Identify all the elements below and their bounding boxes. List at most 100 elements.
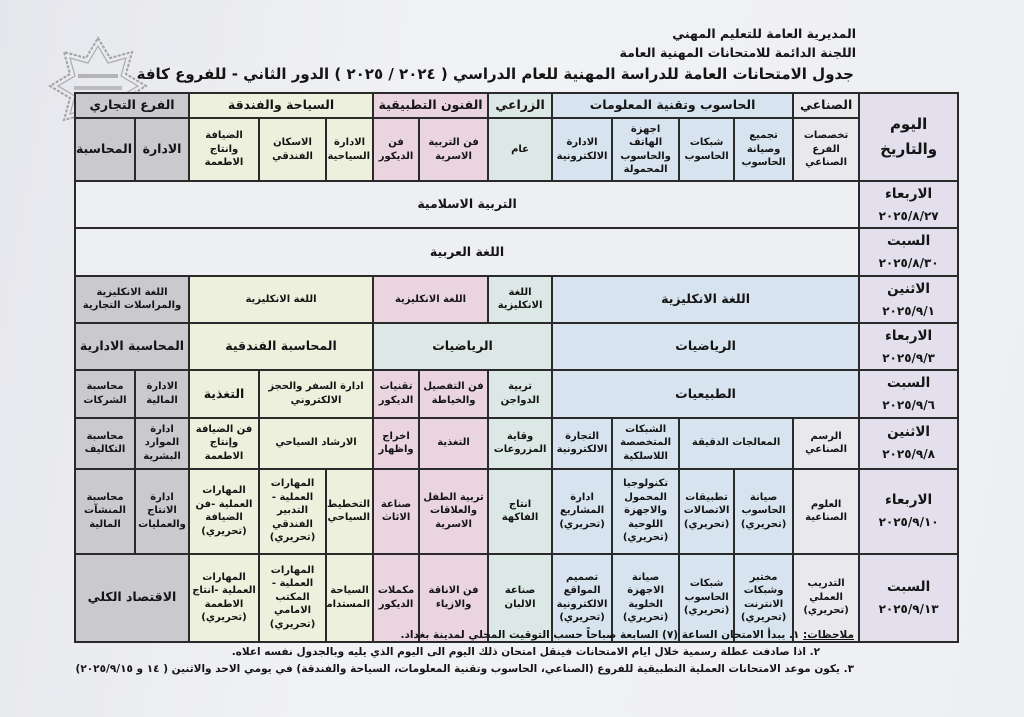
- exam-subject-cell: المهارات العملية -فن الضيافة (تحريري): [188, 467, 261, 555]
- exam-subject-cell: الارشاد السياحي: [258, 416, 375, 470]
- exam-subject-cell: المهارات العملية -انتاج الاطعمة (تحريري): [188, 552, 261, 643]
- exam-date: ٢٠٢٥/٩/٦: [882, 398, 935, 413]
- day-name: الاربعاء: [885, 327, 933, 344]
- exam-subject-cell: تربية الدواجن: [487, 369, 554, 419]
- exam-subject-cell: انتاج الفاكهة: [487, 467, 554, 555]
- exam-subject-cell: المهارات العملية - المكتب الامامي (تحرير…: [258, 552, 328, 643]
- exam-subject-cell: تطبيقات الاتصالات (تحريري): [678, 467, 736, 555]
- schedule-row: الاربعاء ٢٠٢٥/٨/٢٧ التربية الاسلامية: [73, 179, 960, 230]
- exam-subject-cell: فن التفصيل والخياطة: [418, 369, 490, 419]
- specialty-header: الادارة السياحية: [325, 117, 375, 182]
- date-cell: السبت ٢٠٢٥/٩/١٣: [858, 552, 960, 643]
- exam-subject-cell: اخراج واظهار: [372, 416, 421, 470]
- date-cell: السبت ٢٠٢٥/٨/٣٠: [858, 227, 960, 277]
- exam-subject-cell: تكنولوجيا المحمول والاجهزة اللوحية (تحري…: [611, 467, 681, 555]
- branch-header-row: اليوم والتاريخ الصناعي الحاسوب وتقنية المع…: [73, 92, 960, 182]
- exam-subject-cell: التغذية: [418, 416, 490, 470]
- exam-subject-cell: اللغة الانكليزية: [188, 274, 375, 324]
- exam-subject-cell: وقاية المزروعات: [487, 416, 554, 470]
- date-cell: السبت ٢٠٢٥/٩/٦: [858, 369, 960, 419]
- date-cell: الاثنين ٢٠٢٥/٩/١: [858, 274, 960, 324]
- schedule-row: السبت ٢٠٢٥/٩/١٣ التدريب العملي (تحريري) مخت…: [73, 552, 960, 643]
- specialty-header: الادارة: [134, 117, 191, 182]
- specialty-header: عام: [487, 117, 554, 182]
- day-name: السبت: [886, 578, 931, 595]
- exam-date: ٢٠٢٥/٨/٢٧: [878, 208, 939, 223]
- notes-section: ملاحظات: ١. يبدأ الامتحان الساعة (٧) الس…: [76, 627, 854, 678]
- schedule-row: الاثنين ٢٠٢٥/٩/٨ الرسم الصناعي المعالجات ال…: [73, 416, 960, 470]
- exam-subject-cell: مكملات الديكور: [372, 552, 421, 643]
- note-item: ١. يبدأ الامتحان الساعة (٧) السابعة صباح…: [400, 629, 800, 641]
- specialty-header: المحاسبة: [73, 117, 137, 182]
- exam-subject-cell: المهارات العملية - التدبير الفندقي (تحري…: [258, 467, 328, 555]
- exam-subject-cell: صيانة الاجهزة الخلوية (تحريري): [611, 552, 681, 643]
- exam-subject-cell: الطبيعيات: [551, 369, 861, 419]
- day-name: الاثنين: [887, 424, 931, 441]
- exam-subject-cell: التدريب العملي (تحريري): [792, 552, 861, 643]
- schedule-row: الاربعاء ٢٠٢٥/٩/٣ الرياضيات الرياضيات المحاس…: [73, 321, 960, 372]
- exam-subject-cell: الرياضيات: [372, 321, 554, 372]
- exam-subject-cell: اللغة الانكليزية: [487, 274, 554, 324]
- exam-date: ٢٠٢٥/٨/٣٠: [878, 256, 939, 271]
- branch-header: الصناعي: [792, 92, 861, 119]
- specialty-header: الادارة الالكترونية: [551, 117, 614, 182]
- specialty-header-row: تخصصات الفرع الصناعي تجميع وصيانة الحاسوب…: [73, 117, 958, 182]
- day-name: السبت: [886, 375, 931, 392]
- specialty-header: الاسكان الفندقي: [258, 117, 328, 182]
- note-item: ٣. يكون موعد الامتحانات العملية التطبيقي…: [75, 663, 854, 675]
- exam-subject-cell: التخطيط السياحي: [325, 467, 375, 555]
- exam-subject-cell: فن الضيافة وإنتاج الاطعمة: [188, 416, 261, 470]
- note-item: ٢. اذا صادفت عطلة رسمية خلال ايام الامتح…: [231, 646, 820, 658]
- date-column-header: اليوم والتاريخ: [858, 92, 960, 182]
- directorate-name: المديرية العامة للتعليم المهني: [672, 26, 856, 41]
- exam-subject-cell: تربية الطفل والعلاقات الاسرية: [418, 467, 490, 555]
- exam-subject-cell: الاقتصاد الكلي: [73, 552, 191, 643]
- specialty-header: فن التربية الاسرية: [418, 117, 490, 182]
- exam-subject-cell: الرياضيات: [551, 321, 861, 372]
- page-title: جدول الامتحانات العامة للدراسة المهنية ل…: [136, 65, 854, 83]
- exam-subject-cell: فن الاناقة والازياء: [418, 552, 490, 643]
- exam-subject-cell: ادارة السفر والحجز الالكتروني: [258, 369, 375, 419]
- specialty-header: الضيافة وانتاج الاطعمة: [188, 117, 261, 182]
- specialty-header: اجهزة الهاتف والحاسوب المحمولة: [611, 117, 681, 182]
- day-name: الاربعاء: [885, 186, 933, 202]
- exam-subject-cell: مختبر وشبكات الانترنت (تحريري): [733, 552, 795, 643]
- exam-schedule-table: اليوم والتاريخ الصناعي الحاسوب وتقنية المع…: [73, 92, 960, 643]
- exam-subject-cell: صيانة الحاسوب (تحريري): [733, 467, 795, 555]
- exam-subject-cell: الادارة المالية: [134, 369, 191, 419]
- exam-subject-cell: اللغة الانكليزية: [551, 274, 861, 324]
- branch-header: الحاسوب وتقنية المعلومات: [551, 92, 795, 119]
- exam-subject-cell: ادارة الانتاج والعمليات: [134, 467, 191, 555]
- specialty-header: شبكات الحاسوب: [678, 117, 736, 182]
- date-cell: الاربعاء ٢٠٢٥/٨/٢٧: [858, 179, 960, 230]
- specialty-header: تخصصات الفرع الصناعي: [792, 117, 861, 182]
- exam-subject-cell: ادارة الموارد البشرية: [134, 416, 191, 470]
- exam-subject-cell: اللغة العربية: [73, 227, 861, 277]
- exam-subject-cell: محاسبة الشركات: [73, 369, 137, 419]
- exam-subject-cell: الشبكات المتخصصة اللاسلكية: [611, 416, 681, 470]
- exam-subject-cell: العلوم الصناعية: [792, 467, 861, 555]
- branch-header: السياحة والفندقة: [188, 92, 375, 119]
- exam-subject-cell: صناعة الالبان: [487, 552, 554, 643]
- schedule-row: الاثنين ٢٠٢٥/٩/١ اللغة الانكليزية اللغة الا…: [73, 274, 960, 324]
- exam-subject-cell: المحاسبة الادارية: [73, 321, 191, 372]
- exam-subject-cell: محاسبة التكاليف: [73, 416, 137, 470]
- date-cell: الاربعاء ٢٠٢٥/٩/٣: [858, 321, 960, 372]
- exam-date: ٢٠٢٥/٩/٨: [882, 447, 935, 462]
- schedule-row: السبت ٢٠٢٥/٨/٣٠ اللغة العربية: [73, 227, 960, 277]
- exam-subject-cell: التربية الاسلامية: [73, 179, 861, 230]
- branch-header: الفرع التجاري: [73, 92, 191, 119]
- exam-subject-cell: تصميم المواقع الالكترونية (تحريري): [551, 552, 614, 643]
- day-name: الاثنين: [887, 280, 931, 297]
- exam-subject-cell: تقنيات الديكور: [372, 369, 421, 419]
- exam-subject-cell: اللغة الانكليزية: [372, 274, 490, 324]
- exam-subject-cell: شبكات الحاسوب (تحريري): [678, 552, 736, 643]
- exam-subject-cell: اللغة الانكليزية والمراسلات التجارية: [73, 274, 191, 324]
- day-name: الاربعاء: [885, 492, 933, 509]
- exam-subject-cell: صناعة الاثاث: [372, 467, 421, 555]
- date-cell: الاربعاء ٢٠٢٥/٩/١٠: [858, 467, 960, 555]
- exam-subject-cell: ادارة المشاريع (تحريري): [551, 467, 614, 555]
- exam-subject-cell: التغذية: [188, 369, 261, 419]
- exam-subject-cell: المعالجات الدقيقة: [678, 416, 795, 470]
- date-cell: الاثنين ٢٠٢٥/٩/٨: [858, 416, 960, 470]
